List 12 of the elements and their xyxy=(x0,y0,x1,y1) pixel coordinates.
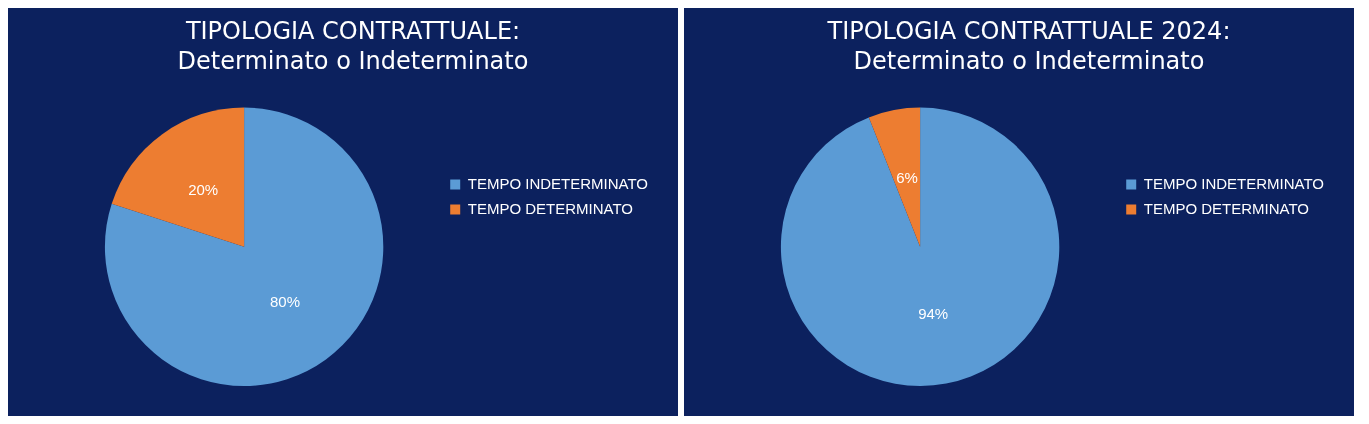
legend-label: TEMPO INDETERMINATO xyxy=(1143,174,1325,192)
data-label: 80% xyxy=(270,293,301,311)
chart-subtitle: Determinato o Indeterminato xyxy=(853,47,1205,76)
chart-subtitle: Determinato o Indeterminato xyxy=(177,47,529,76)
data-label: 94% xyxy=(918,305,949,323)
legend-label: TEMPO INDETERMINATO xyxy=(467,174,649,192)
chart-title: TIPOLOGIA CONTRATTUALE: xyxy=(184,16,521,45)
data-label: 6% xyxy=(896,168,918,186)
data-label: 20% xyxy=(188,180,219,198)
legend-label: TEMPO DETERMINATO xyxy=(467,199,634,217)
legend-label: TEMPO DETERMINATO xyxy=(1143,199,1310,217)
chart-title: TIPOLOGIA CONTRATTUALE 2024: xyxy=(826,16,1231,45)
